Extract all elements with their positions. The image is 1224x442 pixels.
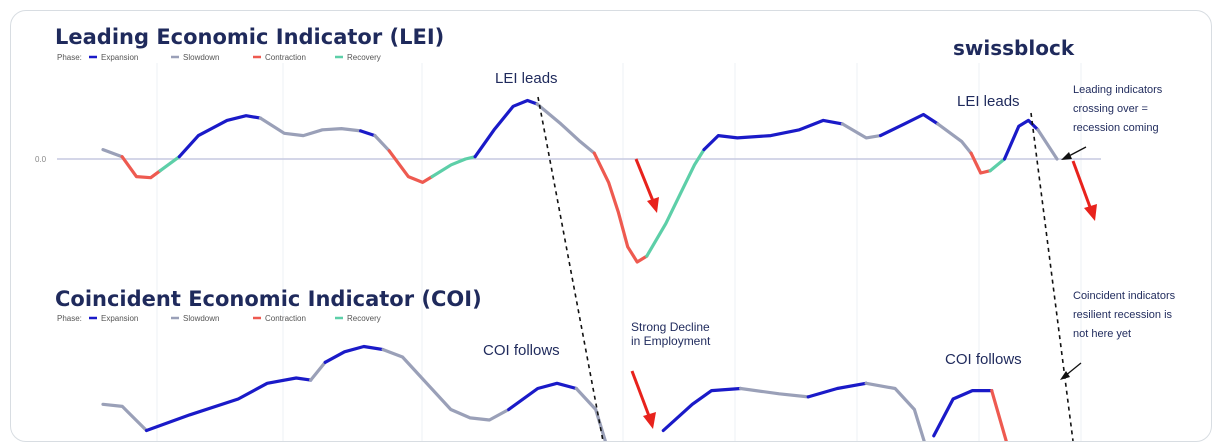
coi-segment-slowdown	[381, 348, 511, 422]
lei-segment-contraction	[969, 151, 992, 175]
lei-title: Leading Economic Indicator (LEI)	[55, 25, 444, 49]
lei-segment-slowdown	[840, 122, 883, 140]
grid-lines	[156, 63, 1082, 441]
lei-segment-slowdown	[1036, 128, 1059, 161]
lei-segment-recovery	[430, 155, 477, 179]
lei-segment-slowdown	[258, 116, 363, 138]
coi-legend-slowdown: Slowdown	[183, 314, 219, 323]
coi-segment-slowdown	[738, 386, 810, 399]
resilient-pointer-arrow	[1060, 362, 1082, 380]
lei-decline-arrow-1	[634, 158, 659, 213]
lei-segment-expansion	[177, 114, 262, 159]
coi-legend-label: Phase:	[57, 314, 82, 323]
chart-card: Leading Economic Indicator (LEI) Phase: …	[10, 10, 1212, 442]
brand-logo: swissblock	[953, 36, 1075, 60]
lei-segment-slowdown	[535, 102, 596, 155]
lei-segment-expansion	[359, 129, 377, 138]
lead-follow-dashed-line-2	[1030, 112, 1074, 441]
lei-ytick-zero: 0.0	[35, 155, 47, 164]
coincident-resilient-line-1: Coincident indicators	[1073, 290, 1176, 302]
leading-crossing-line-3: recession coming	[1073, 122, 1159, 134]
coi-segment-expansion	[144, 376, 313, 433]
lei-segment-recovery	[988, 157, 1007, 173]
lei-legend-contraction: Contraction	[265, 53, 306, 62]
strong-decline-line-1: Strong Decline	[631, 320, 710, 334]
lei-decline-arrow-2	[1071, 160, 1097, 221]
coi-segment-expansion	[507, 381, 578, 412]
coi-series	[101, 344, 1008, 441]
lei-coi-chart: Leading Economic Indicator (LEI) Phase: …	[35, 25, 1176, 441]
lei-segment-slowdown	[101, 148, 124, 159]
coi-legend-expansion: Expansion	[101, 314, 138, 323]
lei-segment-slowdown	[936, 122, 973, 155]
coincident-resilient-line-3: not here yet	[1073, 328, 1131, 340]
lei-segment-expansion	[1002, 118, 1040, 161]
strong-decline-line-2: in Employment	[631, 334, 711, 348]
coi-legend-contraction: Contraction	[265, 314, 306, 323]
lei-segment-recovery	[645, 148, 706, 258]
leading-crossing-line-1: Leading indicators	[1073, 84, 1163, 96]
lei-legend-label: Phase:	[57, 53, 82, 62]
coi-segment-slowdown	[101, 402, 149, 433]
coincident-resilient-line-2: resilient recession is	[1073, 309, 1173, 321]
coi-segment-slowdown	[309, 360, 327, 382]
lei-segment-contraction	[120, 155, 162, 180]
lei-leads-label-1: LEI leads	[495, 70, 558, 87]
lei-legend-expansion: Expansion	[101, 53, 138, 62]
lei-legend-recovery: Recovery	[347, 53, 381, 62]
lei-segment-recovery	[158, 155, 181, 173]
lei-legend: Phase: Expansion Slowdown Contraction Re…	[57, 53, 381, 62]
coi-segment-expansion	[661, 386, 743, 433]
lei-segment-expansion	[473, 98, 539, 159]
lead-follow-dashed-line-1	[537, 96, 604, 441]
crossing-pointer-arrow	[1061, 146, 1087, 160]
leading-crossing-line-2: crossing over =	[1073, 103, 1148, 115]
coi-legend-recovery: Recovery	[347, 314, 381, 323]
coi-segment-slowdown	[864, 381, 926, 441]
lei-series	[101, 98, 1059, 264]
coi-follows-label-2: COI follows	[945, 351, 1022, 368]
coi-title: Coincident Economic Indicator (COI)	[55, 287, 482, 311]
lei-segment-slowdown	[373, 133, 391, 153]
coi-segment-expansion	[932, 389, 994, 438]
coi-segment-contraction	[990, 389, 1008, 441]
lei-leads-label-2: LEI leads	[957, 93, 1020, 110]
coi-decline-arrow-1	[630, 370, 656, 429]
lei-segment-contraction	[592, 151, 649, 264]
lei-segment-expansion	[702, 118, 845, 152]
coi-segment-expansion	[323, 344, 385, 364]
coi-follows-label-1: COI follows	[483, 342, 560, 359]
coi-legend: Phase: Expansion Slowdown Contraction Re…	[57, 314, 381, 323]
coi-segment-slowdown	[574, 386, 607, 441]
lei-segment-expansion	[878, 112, 940, 138]
coi-segment-expansion	[806, 381, 868, 399]
lei-segment-contraction	[387, 149, 434, 184]
lei-legend-slowdown: Slowdown	[183, 53, 219, 62]
